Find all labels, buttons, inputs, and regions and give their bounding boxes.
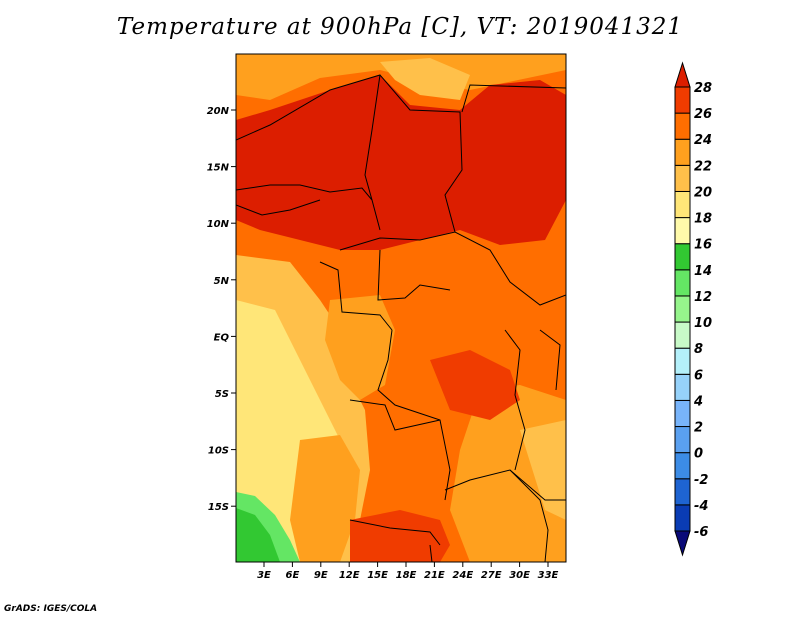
border-line: [236, 74, 463, 233]
colorbar-bin: [674, 478, 691, 506]
colorbar-bin: [674, 86, 691, 114]
colorbar-label: 24: [694, 133, 712, 148]
lon-tick-label: 30E: [509, 570, 530, 581]
colorbar-label: 2: [694, 421, 703, 436]
colorbar-label: 14: [694, 264, 712, 279]
lon-tick-label: 18E: [396, 570, 417, 581]
field-east-yellow: [520, 420, 566, 520]
colorbar-bin: [674, 399, 691, 428]
colorbar-label: 22: [694, 159, 712, 174]
lat-tick-label: 10S: [208, 446, 229, 457]
colorbar-label: 0: [694, 447, 703, 462]
field-south-red: [350, 510, 450, 562]
border-line: [236, 199, 321, 216]
border-line: [364, 74, 381, 231]
map-frame: [235, 53, 567, 563]
lat-tick-label: 20N: [207, 106, 230, 117]
lat-tick-label: EQ: [214, 332, 230, 343]
lon-tick-label: 27E: [481, 570, 502, 581]
lon-tick-label: 24E: [452, 570, 473, 581]
field-north-yellow: [380, 58, 470, 100]
border-line: [504, 329, 526, 471]
border-line: [349, 399, 441, 431]
lon-tick-label: 9E: [314, 570, 328, 581]
colorbar-bin: [674, 373, 691, 401]
colorbar-bin: [674, 426, 691, 454]
colorbar-bin: [674, 164, 691, 192]
colorbar-upper-arrow: [674, 61, 691, 88]
colorbar-bin: [674, 190, 691, 219]
border-line: [377, 329, 451, 501]
colorbar-bin: [674, 269, 691, 297]
lon-tick-label: 21E: [424, 570, 445, 581]
lon-tick-label: 6E: [286, 570, 300, 581]
chart-title: Temperature at 900hPa [C], VT: 201904132…: [116, 14, 684, 40]
colorbar-label: 18: [694, 212, 712, 227]
colorbar-label: 26: [694, 107, 712, 122]
colorbar-label: -4: [694, 499, 708, 514]
lat-tick-label: 5N: [214, 276, 230, 287]
border-line: [339, 231, 566, 306]
colorbar-label: 28: [694, 81, 712, 96]
colorbar-bin: [674, 452, 691, 480]
lon-tick-label: 12E: [339, 570, 360, 581]
border-line: [539, 329, 561, 391]
colorbar-lower-arrow: [674, 530, 691, 557]
border-line: [349, 519, 441, 546]
credit-text: GrADS: IGES/COLA: [4, 604, 98, 614]
colorbar-label: 8: [694, 342, 703, 357]
border-line: [509, 469, 549, 562]
colorbar-label: 16: [694, 238, 712, 253]
lat-tick-label: 15S: [208, 502, 229, 513]
field-southwest-green-dark: [236, 508, 280, 562]
lat-tick-label: 10N: [207, 219, 230, 230]
colorbar-bin: [674, 295, 691, 323]
field-sahel-red: [236, 75, 566, 250]
lat-tick-label: 5S: [215, 389, 229, 400]
colorbar-label: -6: [694, 525, 708, 540]
country-borders: [236, 74, 566, 562]
temperature-field: [236, 54, 566, 562]
colorbar-bin: [674, 112, 691, 140]
colorbar-bin: [674, 321, 691, 349]
colorbar-label: -2: [694, 473, 708, 488]
latitude-axis: 20N 15N 10N 5N EQ 5S 10S 15S: [207, 106, 236, 513]
colorbar-label: 10: [694, 316, 712, 331]
colorbar-bin: [674, 504, 691, 532]
colorbar-bin: [674, 138, 691, 166]
field-angola-orange: [290, 435, 360, 562]
border-line: [377, 249, 451, 301]
colorbar-label: 6: [694, 368, 703, 383]
field-congo-orange: [325, 295, 395, 400]
colorbar-bin: [674, 347, 691, 375]
colorbar-bin: [674, 217, 691, 245]
lat-tick-label: 15N: [207, 163, 230, 174]
border-line: [461, 84, 566, 113]
colorbar-label: 12: [694, 290, 712, 305]
lon-tick-label: 15E: [367, 570, 388, 581]
lon-tick-label: 3E: [257, 570, 271, 581]
colorbar-label: 20: [694, 185, 712, 200]
border-line: [319, 261, 393, 331]
longitude-axis: 3E 6E 9E 12E 15E 18E 21E 24E 27E 30E 33E: [257, 562, 559, 581]
field-north-orange: [236, 54, 566, 100]
colorbar-bin: [674, 243, 691, 271]
field-central-red: [430, 350, 520, 420]
border-line: [236, 184, 373, 201]
lon-tick-label: 33E: [538, 570, 559, 581]
colorbar-label: 4: [693, 394, 703, 409]
border-line: [429, 544, 433, 562]
